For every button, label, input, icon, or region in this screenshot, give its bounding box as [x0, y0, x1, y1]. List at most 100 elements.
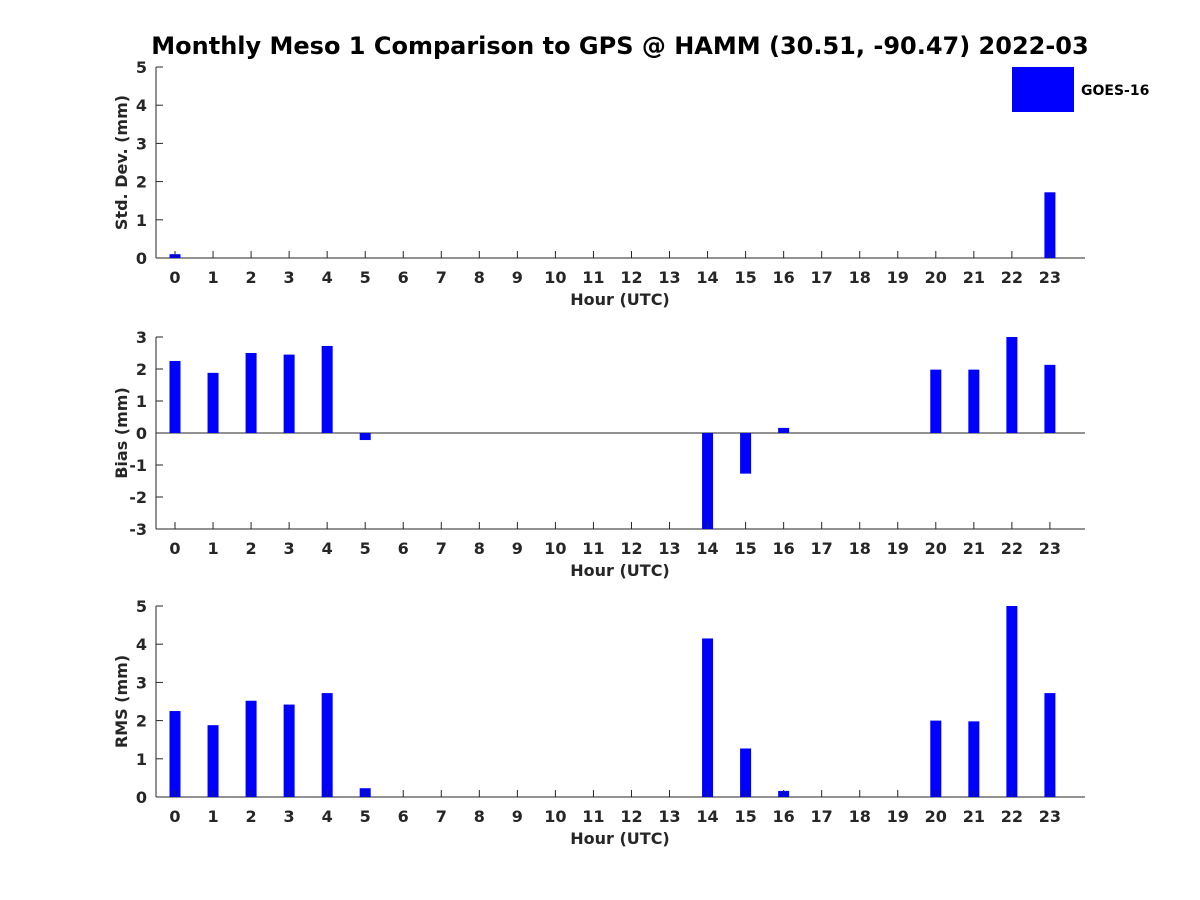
- std-dev-y-tick-label: 5: [136, 58, 147, 77]
- rms-y-tick-label: 2: [136, 712, 147, 731]
- bias-x-tick-label: 8: [474, 539, 485, 558]
- rms-x-tick-label: 4: [322, 807, 333, 826]
- rms-x-tick-label: 22: [1001, 807, 1023, 826]
- rms-bar: [245, 700, 257, 797]
- rms-x-tick-label: 20: [925, 807, 947, 826]
- bias-y-tick-label: 3: [136, 328, 147, 347]
- std-dev-x-tick-label: 11: [582, 268, 604, 287]
- bias-x-tick-label: 5: [360, 539, 371, 558]
- std-dev-x-tick-label: 12: [620, 268, 642, 287]
- bias-x-tick-label: 6: [398, 539, 409, 558]
- std-dev-x-tick-label: 3: [284, 268, 295, 287]
- rms-x-tick-label: 13: [658, 807, 680, 826]
- rms-bar: [740, 748, 752, 797]
- bias-x-tick-label: 7: [436, 539, 447, 558]
- legend: GOES-16: [1012, 67, 1149, 112]
- rms-bar: [207, 725, 219, 797]
- std-dev-x-tick-label: 13: [658, 268, 680, 287]
- bias-y-tick-label: -3: [129, 520, 147, 539]
- rms-bar: [968, 721, 980, 797]
- bias-bar: [207, 372, 219, 433]
- std-dev-x-tick-label: 17: [811, 268, 833, 287]
- rms-x-tick-label: 15: [734, 807, 756, 826]
- std-dev-x-tick-label: 0: [169, 268, 180, 287]
- bias-x-tick-label: 13: [658, 539, 680, 558]
- std-dev-x-tick-label: 6: [398, 268, 409, 287]
- bias-x-tick-label: 10: [544, 539, 566, 558]
- rms-x-tick-label: 19: [887, 807, 909, 826]
- rms-y-tick-label: 4: [136, 635, 147, 654]
- rms-bar: [321, 693, 333, 797]
- bias-bar: [321, 345, 333, 433]
- std-dev-x-tick-label: 14: [696, 268, 718, 287]
- rms-x-tick-label: 12: [620, 807, 642, 826]
- std-dev-x-tick-label: 20: [925, 268, 947, 287]
- std-dev-x-tick-label: 16: [773, 268, 795, 287]
- bias-x-tick-label: 21: [963, 539, 985, 558]
- bias-x-tick-label: 22: [1001, 539, 1023, 558]
- bias-y-label: Bias (mm): [112, 387, 131, 479]
- std-dev-y-tick-label: 3: [136, 134, 147, 153]
- rms-bar: [1006, 606, 1018, 797]
- std-dev-x-tick-label: 4: [322, 268, 333, 287]
- chart-title: Monthly Meso 1 Comparison to GPS @ HAMM …: [151, 32, 1088, 60]
- std-dev-x-tick-label: 23: [1039, 268, 1061, 287]
- bias-x-tick-label: 17: [811, 539, 833, 558]
- std-dev-x-tick-label: 8: [474, 268, 485, 287]
- legend-swatch: [1012, 67, 1074, 112]
- bias-x-tick-label: 20: [925, 539, 947, 558]
- bias-bar: [1044, 364, 1056, 433]
- bias-bar: [702, 433, 714, 529]
- bias-x-tick-label: 16: [773, 539, 795, 558]
- std-dev-x-tick-label: 2: [246, 268, 257, 287]
- std-dev-x-tick-label: 7: [436, 268, 447, 287]
- bias-bar: [169, 361, 181, 433]
- rms-bar: [1044, 693, 1056, 797]
- bias-x-tick-label: 15: [734, 539, 756, 558]
- bias-x-tick-label: 3: [284, 539, 295, 558]
- std-dev-bar: [1044, 192, 1056, 258]
- std-dev-x-tick-label: 1: [207, 268, 218, 287]
- std-dev-y-label: Std. Dev. (mm): [112, 95, 131, 230]
- bias-bar: [778, 427, 790, 433]
- std-dev-y-tick-label: 2: [136, 173, 147, 192]
- bias-bar: [930, 369, 942, 433]
- bias-x-tick-label: 19: [887, 539, 909, 558]
- bias-x-tick-label: 4: [322, 539, 333, 558]
- bias-y-tick-label: -2: [129, 488, 147, 507]
- bias-y-tick-label: 1: [136, 392, 147, 411]
- bias-x-tick-label: 1: [207, 539, 218, 558]
- rms-x-tick-label: 5: [360, 807, 371, 826]
- bias-y-tick-label: 2: [136, 360, 147, 379]
- bias-bar: [283, 354, 295, 433]
- rms-x-tick-label: 8: [474, 807, 485, 826]
- rms-x-tick-label: 21: [963, 807, 985, 826]
- rms-x-tick-label: 7: [436, 807, 447, 826]
- rms-y-tick-label: 1: [136, 750, 147, 769]
- rms-bar: [283, 704, 295, 797]
- bias-x-tick-label: 23: [1039, 539, 1061, 558]
- std-dev-x-label: Hour (UTC): [570, 290, 670, 309]
- bias-x-tick-label: 11: [582, 539, 604, 558]
- rms-y-label: RMS (mm): [112, 655, 131, 748]
- bias-bar: [359, 433, 371, 441]
- rms-bar: [169, 711, 181, 797]
- rms-x-label: Hour (UTC): [570, 829, 670, 848]
- rms-y-tick-label: 0: [136, 788, 147, 807]
- rms-x-tick-label: 2: [246, 807, 257, 826]
- std-dev-y-tick-label: 4: [136, 96, 147, 115]
- rms-x-tick-label: 17: [811, 807, 833, 826]
- bias-bar: [1006, 337, 1018, 433]
- rms-x-tick-label: 16: [773, 807, 795, 826]
- rms-x-tick-label: 10: [544, 807, 566, 826]
- rms-bar: [702, 638, 714, 797]
- bias-x-label: Hour (UTC): [570, 561, 670, 580]
- rms-y-tick-label: 3: [136, 673, 147, 692]
- rms-x-tick-label: 14: [696, 807, 718, 826]
- bias-bar: [245, 353, 257, 433]
- legend-label: GOES-16: [1081, 83, 1149, 99]
